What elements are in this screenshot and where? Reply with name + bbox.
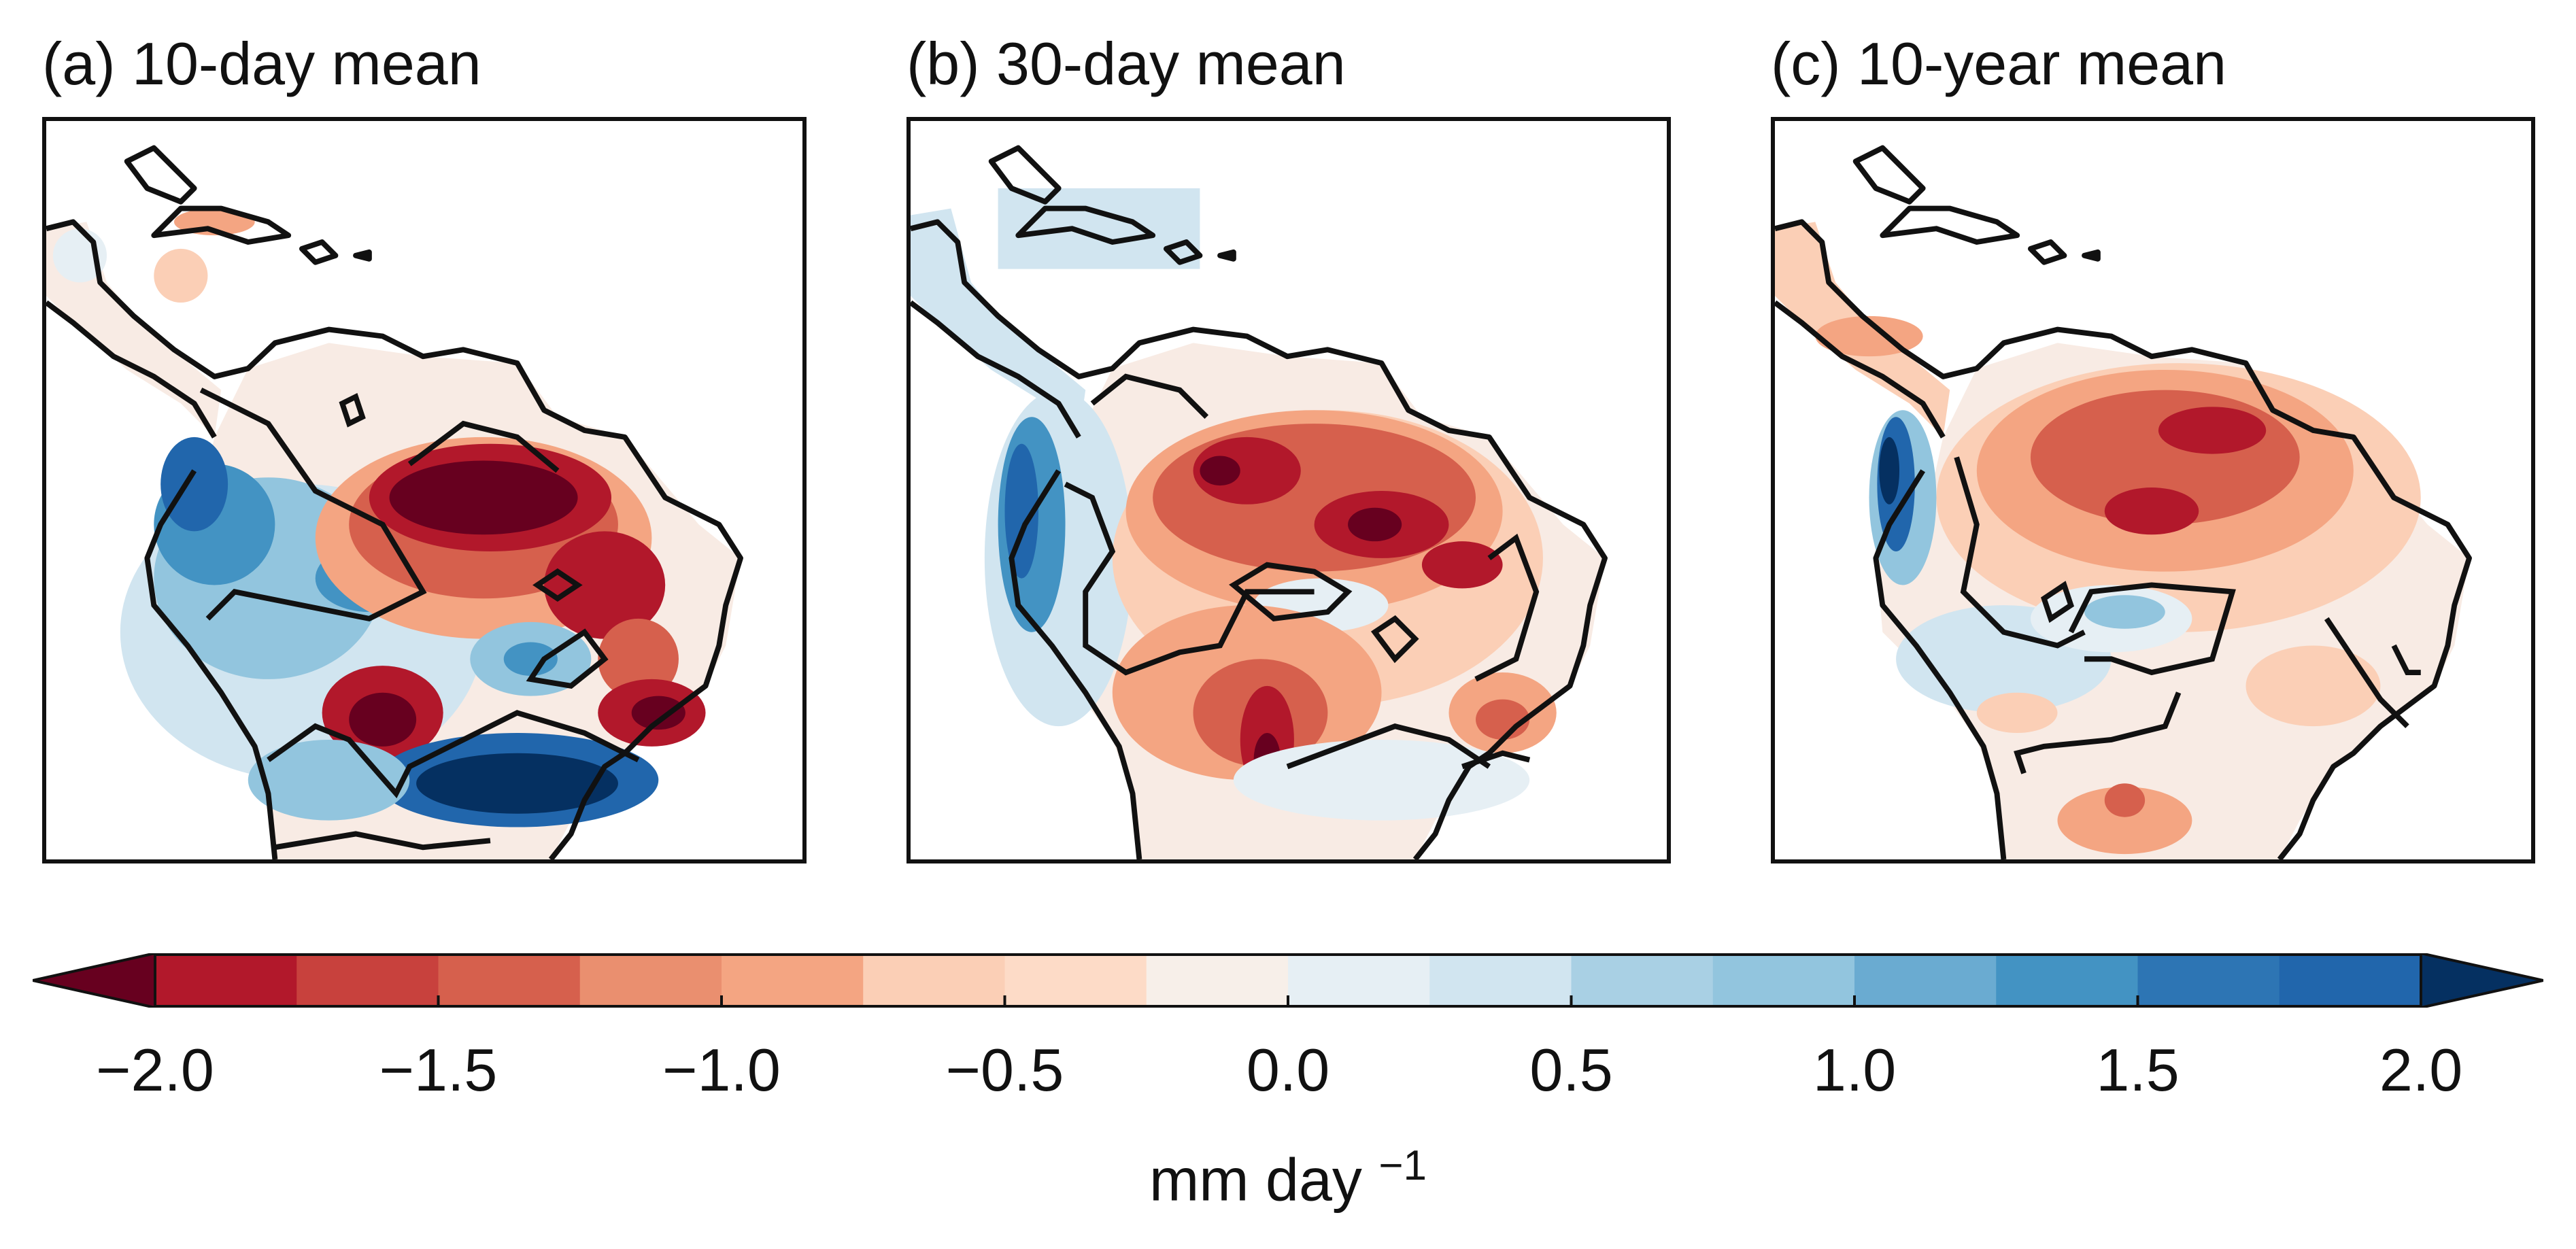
- colorbar-segment: [579, 953, 722, 1008]
- precip-anomaly-field-b: [911, 188, 1605, 859]
- colorbar-segment: [722, 953, 864, 1008]
- colorbar-tick-label: 1.5: [2096, 1036, 2180, 1103]
- colorbar-segment: [863, 953, 1005, 1008]
- colorbar-segment: [1996, 953, 2138, 1008]
- colorbar-tick-label: −1.5: [379, 1036, 498, 1103]
- colorbar-segment: [1854, 953, 1997, 1008]
- zero-contour-b: [1064, 373, 1540, 770]
- precip-anomaly-field-a: [46, 208, 741, 859]
- colorbar-segment: [1712, 953, 1855, 1008]
- colorbar-segment: [1288, 953, 1430, 1008]
- colorbar-segment: [438, 953, 581, 1008]
- precip-anomaly-field-c: [1775, 222, 2469, 859]
- colorbar-segment: [296, 953, 439, 1008]
- map-panel-b: [906, 117, 1671, 863]
- colorbar-segment: [1004, 953, 1147, 1008]
- colorbar-tick-label: 2.0: [2379, 1036, 2463, 1103]
- map-c-svg: [1775, 145, 2472, 859]
- unit-exponent: −1: [1378, 1142, 1427, 1189]
- colorbar-tick-label: −0.5: [945, 1036, 1064, 1103]
- colorbar-tick-label: −1.0: [662, 1036, 781, 1103]
- coastline-a: [46, 145, 743, 859]
- ca-land-b: [911, 208, 1086, 437]
- panel-a-title: (a) 10-day mean: [42, 30, 481, 97]
- colorbar-segment: [1429, 953, 1572, 1008]
- colorbar-tick-label: 0.0: [1246, 1036, 1330, 1103]
- colorbar-extend-low: [32, 951, 156, 1010]
- colorbar-segment: [2137, 953, 2280, 1008]
- map-b-svg: [911, 145, 1608, 859]
- colorbar-extend-high: [2420, 951, 2544, 1010]
- coastline-b: [911, 145, 1608, 859]
- map-panel-c: [1771, 117, 2535, 863]
- colorbar-svg: [32, 951, 2544, 1010]
- map-panel-a: [42, 117, 807, 863]
- colorbar-segment: [2279, 953, 2422, 1008]
- colorbar-unit-label: mm day −1: [1149, 1129, 1427, 1217]
- colorbar-segment: [155, 953, 297, 1008]
- zero-contour-c: [1954, 456, 2421, 774]
- coastline-c: [1775, 145, 2472, 859]
- zero-contour-a: [199, 388, 640, 851]
- colorbar: [32, 951, 2544, 1010]
- panel-b-title: (b) 30-day mean: [906, 30, 1346, 97]
- colorbar-segment: [1146, 953, 1289, 1008]
- colorbar-tick-label: −2.0: [96, 1036, 214, 1103]
- panel-c-title: (c) 10-year mean: [1771, 30, 2227, 97]
- map-a-svg: [46, 145, 743, 859]
- unit-base: mm day: [1149, 1146, 1362, 1214]
- colorbar-segment: [1571, 953, 1714, 1008]
- colorbar-tick-label: 1.0: [1812, 1036, 1897, 1103]
- colorbar-tick-label: 0.5: [1529, 1036, 1613, 1103]
